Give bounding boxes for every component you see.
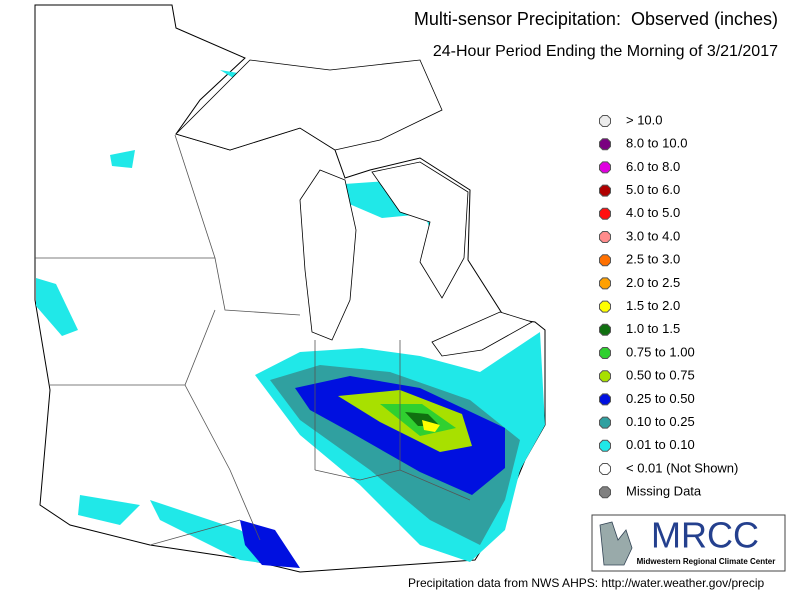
precip-area — [405, 412, 440, 426]
legend-swatch — [599, 207, 611, 220]
legend-label: 6.0 to 8.0 — [626, 159, 680, 174]
legend-swatch — [599, 254, 611, 267]
legend-label: 1.5 to 2.0 — [626, 298, 680, 313]
logo-full-name: Midwestern Regional Climate Center — [637, 557, 776, 566]
legend-label: > 10.0 — [626, 112, 663, 127]
legend-swatch — [599, 347, 611, 359]
legend-label: 0.75 to 1.00 — [626, 344, 695, 359]
legend-label: 5.0 to 6.0 — [626, 182, 680, 197]
legend-swatch — [599, 184, 611, 197]
lake-superior — [175, 59, 443, 151]
legend-label: 0.50 to 0.75 — [626, 368, 695, 383]
precip-area — [110, 150, 135, 168]
legend-swatch — [599, 277, 611, 290]
legend-label: 2.5 to 3.0 — [626, 252, 680, 267]
legend-label: 3.0 to 4.0 — [626, 228, 680, 243]
title: Multi-sensor Precipitation: Observed (in… — [414, 9, 778, 29]
precip-area — [240, 520, 300, 568]
legend-label: Missing Data — [626, 484, 702, 499]
logo-icon — [599, 521, 633, 566]
legend-swatch — [599, 300, 611, 313]
legend-label: 4.0 to 5.0 — [626, 205, 680, 220]
legend-swatch — [599, 463, 611, 475]
legend-swatch — [599, 138, 611, 151]
lake-erie — [431, 311, 534, 357]
legend-label: 0.10 to 0.25 — [626, 414, 695, 429]
precip-area — [78, 495, 140, 525]
legend-swatch — [599, 231, 611, 243]
state-borders — [35, 134, 471, 546]
legend-label: 1.0 to 1.5 — [626, 321, 680, 336]
legend-swatch — [599, 439, 611, 452]
legend-swatch — [599, 161, 611, 174]
legend-label: 0.01 to 0.10 — [626, 437, 695, 452]
legend-label: < 0.01 (Not Shown) — [626, 460, 738, 475]
map — [34, 4, 546, 573]
legend-swatch — [599, 370, 611, 383]
legend-swatch — [599, 486, 611, 499]
lake-michigan — [299, 169, 357, 341]
logo: MRCC Midwestern Regional Climate Center — [591, 514, 786, 572]
credit: Precipitation data from NWS AHPS: http:/… — [408, 576, 764, 590]
legend-swatch — [599, 115, 611, 127]
legend-label: 2.0 to 2.5 — [626, 275, 680, 290]
legend-swatch — [599, 393, 611, 406]
precip-area — [422, 420, 440, 432]
legend: > 10.0 8.0 to 10.0 6.0 to 8.0 5.0 to 6.0 4.0… — [599, 112, 738, 499]
precip-area — [36, 278, 78, 336]
subtitle: 24-Hour Period Ending the Morning of 3/2… — [433, 43, 778, 60]
logo-name: MRCC — [651, 515, 759, 556]
legend-swatch — [599, 323, 611, 336]
legend-label: 8.0 to 10.0 — [626, 136, 687, 151]
legend-swatch — [599, 416, 611, 429]
lake-huron — [371, 161, 469, 299]
legend-label: 0.25 to 0.50 — [626, 391, 695, 406]
